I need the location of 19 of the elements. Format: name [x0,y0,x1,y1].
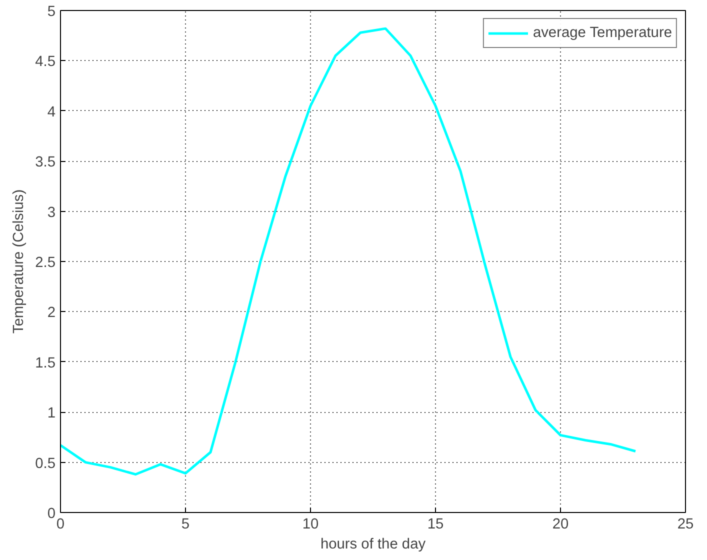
y-tick-label: 1.5 [35,355,56,372]
y-tick-label: 0 [47,506,56,522]
y-tick-label: 5 [47,4,56,20]
y-tick-label: 3 [47,204,56,221]
x-axis-title: hours of the day [320,536,426,552]
y-tick-label: 2 [47,305,56,322]
y-tick-label: 0.5 [35,456,56,472]
y-tick-label: 4.5 [35,54,56,70]
x-tick-label: 20 [552,516,569,532]
y-axis-title: Temperature (Celsius) [11,189,28,334]
x-tick-label: 10 [302,516,319,532]
y-tick-label: 3.5 [35,154,56,171]
x-tick-label: 25 [677,516,694,532]
x-tick-label: 5 [181,516,190,532]
y-tick-label: 2.5 [35,255,56,271]
legend-label: average Temperature [532,25,672,41]
y-tick-label: 4 [47,104,56,120]
x-tick-label: 15 [427,516,444,532]
y-tick-label: 1 [47,406,56,422]
